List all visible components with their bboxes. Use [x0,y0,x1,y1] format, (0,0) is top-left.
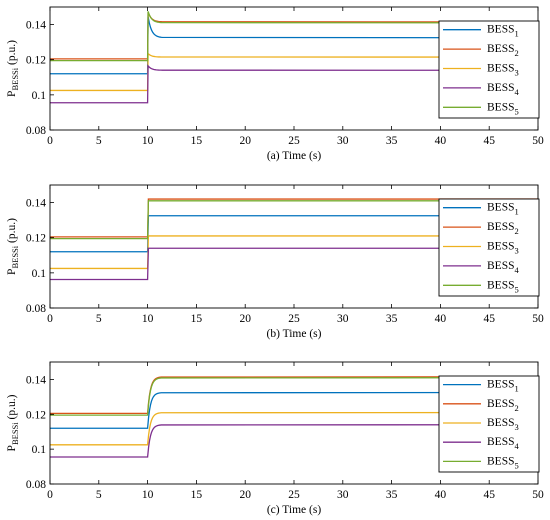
y-tick-label: 0.12 [26,409,46,421]
legend-box [438,198,540,297]
legend-box [438,20,540,119]
y-axis-label: PBESSi (p.u.) [6,394,20,451]
legend-label-bess-4: BESS4 [487,436,520,451]
x-tick-label: 0 [47,135,53,147]
legend: BESS1 BESS2 BESS3 BESS4 BESS5 [438,375,540,473]
x-tick-label: 0 [47,313,53,325]
x-tick-label: 10 [142,489,154,501]
series-line-bess-3 [50,52,539,92]
x-tick-label: 25 [288,135,300,147]
legend-label-bess-5: BESS5 [487,101,519,116]
y-tick-label: 0.1 [32,268,47,280]
y-tick-label: 0.08 [26,303,46,315]
x-tick-label: 20 [239,489,251,501]
series-line-bess-1 [50,391,539,429]
x-axis-label: (b) Time (s) [267,328,322,340]
series-line-bess-4 [50,247,538,281]
x-tick-label: 35 [386,313,398,325]
legend-label-bess-3: BESS3 [487,241,519,256]
x-tick-label: 45 [483,313,495,325]
y-tick-label: 0.14 [26,374,46,386]
x-tick-label: 40 [435,313,447,325]
legend-label-bess-3: BESS3 [487,63,519,78]
x-tick-label: 40 [435,135,447,147]
x-tick-label: 30 [337,313,349,325]
y-tick-label: 0.12 [26,233,46,245]
legend-label-bess-2: BESS2 [487,221,519,236]
series-line-bess-5 [50,11,539,62]
x-tick-label: 50 [532,489,544,501]
y-tick-label: 0.08 [26,125,46,137]
legend-box [438,375,540,473]
series-line-bess-5 [50,200,538,240]
x-tick-label: 30 [337,489,349,501]
legend-label-bess-2: BESS2 [487,43,519,58]
legend-label-bess-1: BESS1 [487,202,519,217]
x-tick-label: 35 [386,489,398,501]
x-axis-label: (c) Time (s) [267,504,321,516]
chart-panel-2: 0 5 10 15 20 25 30 35 40 45 50 0.08 0.1 0.12 0.14 (b) T… [6,184,544,340]
x-tick-label: 5 [96,135,102,147]
x-tick-label: 35 [386,135,398,147]
legend-label-bess-5: BESS5 [487,455,519,470]
x-tick-label: 0 [47,489,53,501]
series-line-bess-4 [50,64,539,104]
x-tick-label: 25 [288,489,300,501]
series-line-bess-5 [50,377,539,416]
x-tick-label: 20 [239,313,251,325]
x-tick-label: 15 [191,313,203,325]
chart-panel-3: 0 5 10 15 20 25 30 35 40 45 50 0.08 0.1 0.12 0.14 (c) T… [6,361,544,516]
legend-label-bess-1: BESS1 [487,24,519,39]
x-tick-label: 25 [288,313,300,325]
x-tick-label: 20 [239,135,251,147]
x-tick-label: 45 [483,135,495,147]
y-axis-label: PBESSi (p.u.) [6,40,20,97]
y-axis-label: PBESSi (p.u.) [6,218,20,275]
x-tick-label: 15 [191,135,203,147]
series-line-bess-1 [50,16,539,75]
legend-label-bess-1: BESS1 [487,379,519,394]
x-tick-label: 15 [191,489,203,501]
x-tick-label: 30 [337,135,349,147]
x-tick-label: 45 [483,489,495,501]
legend-label-bess-5: BESS5 [487,279,519,294]
series-line-bess-3 [50,411,539,446]
y-tick-label: 0.14 [26,198,46,210]
y-tick-label: 0.1 [32,444,47,456]
x-tick-label: 50 [532,313,544,325]
x-axis-label: (a) Time (s) [267,150,321,162]
x-tick-label: 50 [532,135,544,147]
y-tick-label: 0.12 [26,55,46,67]
legend-label-bess-3: BESS3 [487,417,519,432]
x-tick-label: 5 [96,489,102,501]
x-tick-label: 10 [142,135,154,147]
y-tick-label: 0.14 [26,20,46,32]
y-tick-label: 0.1 [32,90,47,102]
legend-label-bess-4: BESS4 [487,260,520,275]
y-tick-label: 0.08 [26,479,46,491]
x-tick-label: 5 [96,313,102,325]
legend: BESS1 BESS2 BESS3 BESS4 BESS5 [438,20,540,119]
x-tick-label: 40 [435,489,447,501]
series-line-bess-4 [50,424,539,458]
legend-label-bess-4: BESS4 [487,82,520,97]
legend-label-bess-2: BESS2 [487,398,519,413]
chart-panel-1: 0 5 10 15 20 25 30 35 40 45 50 0.08 0.1 0.12 0.14 (a) T… [6,6,544,162]
legend: BESS1 BESS2 BESS3 BESS4 BESS5 [438,198,540,297]
x-tick-label: 10 [142,313,154,325]
